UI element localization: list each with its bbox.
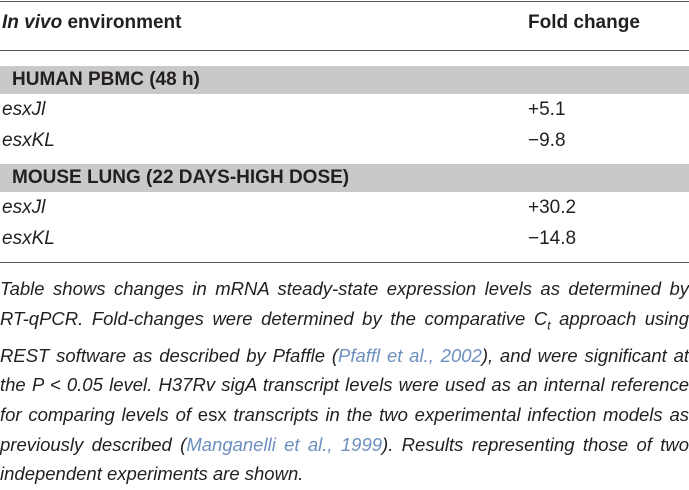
footnote-link: Manganelli et al., 1999 — [186, 433, 383, 455]
group-band: MOUSE LUNG (22 DAYS-HIGH DOSE) — [0, 164, 689, 192]
footnote-italic: Table shows changes in mRNA steady-state… — [0, 278, 689, 329]
footnote-upright: esx — [197, 404, 227, 426]
header-cell: In vivo environment — [2, 12, 182, 34]
bottom-rule — [0, 262, 689, 263]
gene-name: esxJl — [2, 197, 46, 218]
gene-name: esxJl — [2, 99, 46, 120]
footnote-italic: P — [31, 374, 44, 396]
fold-change: +30.2 — [528, 197, 577, 218]
top-rule — [0, 1, 689, 2]
footnote-sub: t — [547, 318, 551, 333]
footnote-italic: approach using REST software as describe… — [0, 307, 689, 366]
gene-name: esxKL — [2, 130, 55, 151]
footnote-italic: < 0.05 level. H37Rv sigA transcript leve… — [0, 374, 689, 426]
footnote-link: Pfaffl et al., 2002 — [337, 344, 482, 366]
footnote: Table shows changes in mRNA steady-state… — [0, 274, 689, 489]
header-rule — [0, 50, 689, 51]
footnote-italic: ). Results representing those of two ind… — [0, 433, 689, 485]
group-band: HUMAN PBMC (48 h) — [0, 66, 689, 94]
footnote-italic: ), and were significant at the — [0, 344, 689, 396]
fold-change: −14.8 — [528, 228, 577, 249]
header-text: environment — [67, 12, 182, 33]
fold-change: −9.8 — [528, 130, 566, 151]
header-italic: In vivo — [2, 12, 63, 33]
group-title: MOUSE LUNG (22 DAYS-HIGH DOSE) — [12, 167, 350, 188]
header-cell: Fold change — [528, 12, 640, 33]
fold-change: +5.1 — [528, 99, 566, 120]
gene-name: esxKL — [2, 228, 55, 249]
footnote-italic: transcripts in the two experimental infe… — [0, 404, 689, 455]
group-title: HUMAN PBMC (48 h) — [12, 69, 200, 90]
footnote-italic: C — [533, 307, 548, 329]
